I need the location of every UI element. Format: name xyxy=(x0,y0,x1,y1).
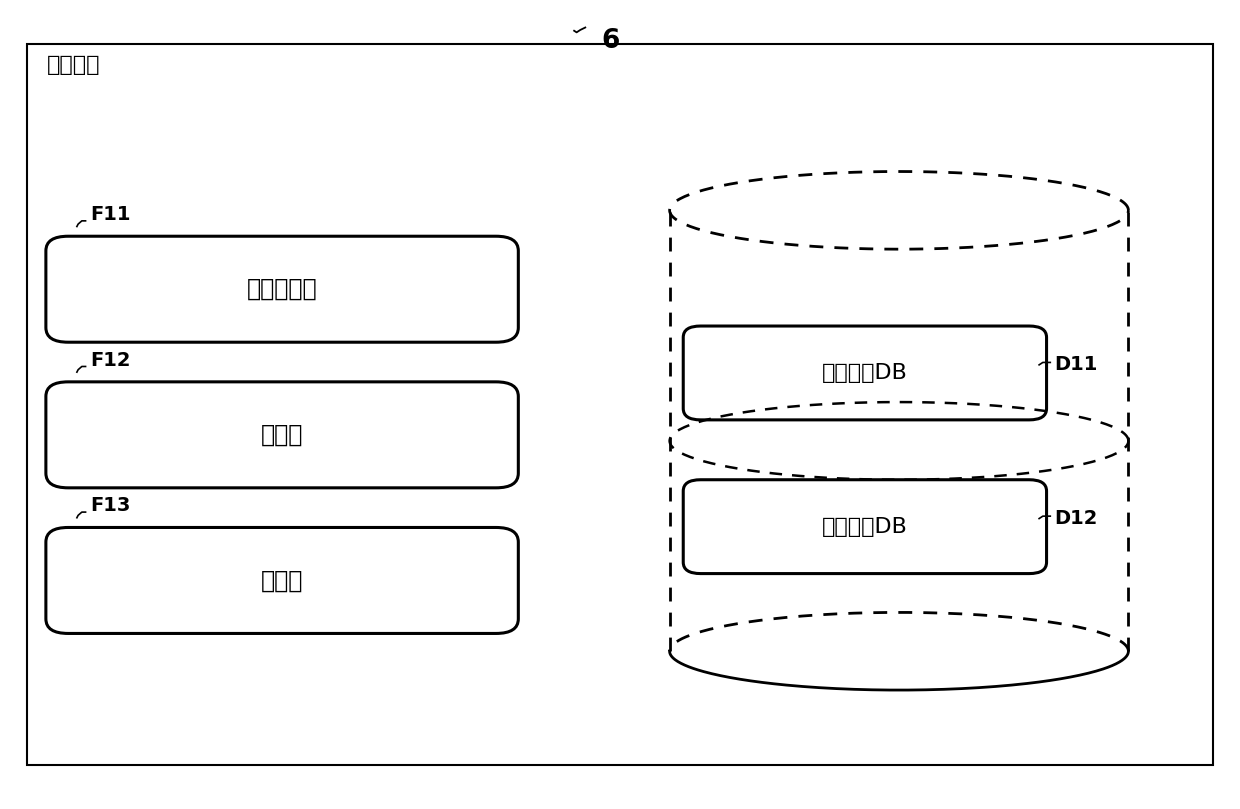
Text: 校正部: 校正部 xyxy=(260,569,304,592)
Text: F13: F13 xyxy=(91,497,131,515)
FancyBboxPatch shape xyxy=(46,382,518,488)
Text: 校正信息DB: 校正信息DB xyxy=(822,517,908,536)
FancyBboxPatch shape xyxy=(46,527,518,633)
Text: D11: D11 xyxy=(1054,355,1097,375)
Text: 6: 6 xyxy=(601,28,619,54)
Text: 控制信息DB: 控制信息DB xyxy=(822,363,908,383)
FancyBboxPatch shape xyxy=(683,326,1047,420)
FancyBboxPatch shape xyxy=(27,44,1213,765)
FancyBboxPatch shape xyxy=(683,480,1047,574)
Text: 控制装置: 控制装置 xyxy=(47,55,100,75)
Text: 分析部: 分析部 xyxy=(260,423,304,447)
FancyBboxPatch shape xyxy=(46,236,518,342)
Text: F11: F11 xyxy=(91,205,131,224)
Text: F12: F12 xyxy=(91,351,131,370)
Text: D12: D12 xyxy=(1054,509,1097,528)
Text: 数据接收部: 数据接收部 xyxy=(247,277,317,301)
